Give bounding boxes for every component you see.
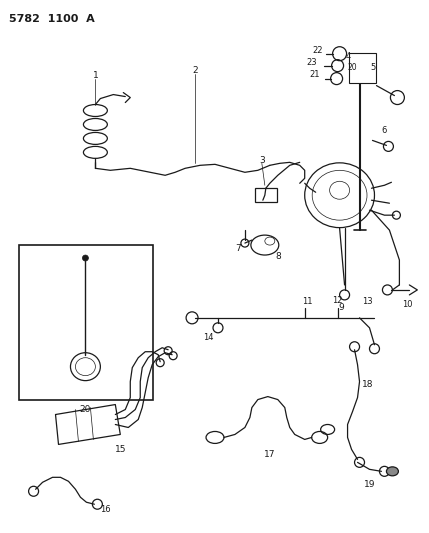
Text: 12: 12 — [332, 296, 343, 305]
Text: 21: 21 — [309, 70, 320, 79]
Text: 9: 9 — [339, 303, 344, 312]
Text: 8: 8 — [275, 252, 281, 261]
Text: 6: 6 — [382, 126, 387, 135]
Circle shape — [82, 255, 88, 261]
Text: 16: 16 — [100, 505, 111, 514]
Text: 13: 13 — [362, 297, 373, 306]
Text: 20: 20 — [80, 405, 91, 414]
Bar — [349, 53, 377, 83]
Text: 5: 5 — [371, 63, 376, 72]
Text: 4: 4 — [346, 52, 351, 61]
Text: 14: 14 — [203, 333, 213, 342]
Text: 19: 19 — [364, 480, 375, 489]
Text: 18: 18 — [362, 380, 373, 389]
Text: 20: 20 — [348, 63, 357, 72]
Text: 7: 7 — [235, 244, 241, 253]
Text: 17: 17 — [264, 450, 275, 459]
Bar — [18, 245, 153, 400]
Text: 10: 10 — [402, 301, 413, 309]
Text: 22: 22 — [312, 46, 323, 55]
Text: 15: 15 — [115, 445, 126, 454]
Text: 3: 3 — [259, 156, 265, 165]
Text: 2: 2 — [192, 66, 198, 75]
Text: 23: 23 — [306, 58, 317, 67]
Text: 1: 1 — [93, 71, 98, 80]
Text: 11: 11 — [302, 297, 313, 306]
Ellipse shape — [387, 467, 399, 476]
Bar — [255, 188, 277, 202]
Text: 5782  1100  A: 5782 1100 A — [9, 14, 94, 24]
